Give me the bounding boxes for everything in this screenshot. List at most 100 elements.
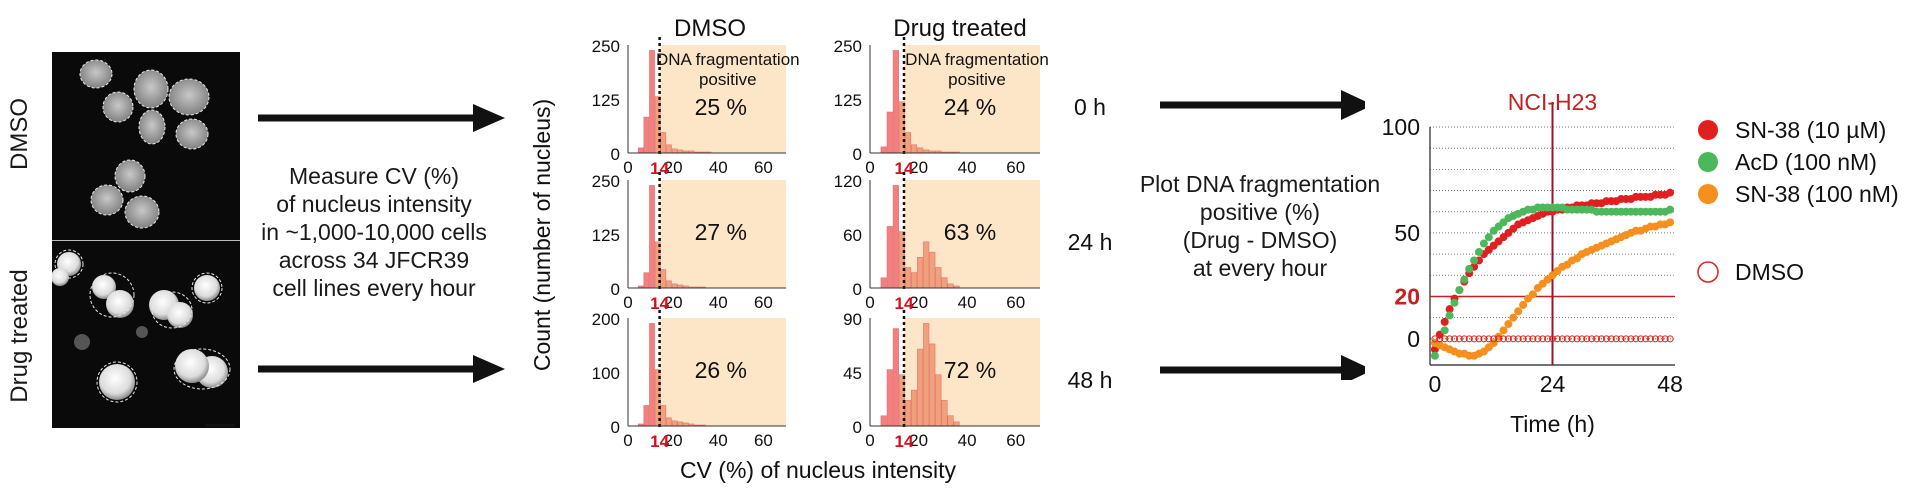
histogram-bar <box>660 132 667 154</box>
legend-marker-2 <box>1698 184 1718 204</box>
histogram-bar <box>941 400 948 427</box>
measure-line-4: across 34 JFCR39 <box>278 247 470 273</box>
data-point <box>1455 286 1464 295</box>
data-point <box>1445 311 1454 320</box>
data-point <box>1598 335 1605 343</box>
positive-region <box>659 45 786 153</box>
data-point <box>1529 335 1537 343</box>
measure-line-2: of nucleus intensity <box>276 191 472 217</box>
measure-line-1: Measure CV (%) <box>289 163 459 189</box>
histogram-bar <box>671 283 678 289</box>
data-point <box>1612 335 1620 343</box>
data-point <box>1666 218 1675 227</box>
x-tick-label: 60 <box>754 293 773 312</box>
y-tick-label: 120 <box>834 172 862 191</box>
y-tick-label: 125 <box>834 91 862 110</box>
data-point <box>1470 335 1478 343</box>
data-point <box>1524 335 1532 343</box>
measure-line-3: in ~1,000-10,000 cells <box>261 219 487 245</box>
data-point <box>1519 335 1527 343</box>
data-point <box>1642 335 1650 343</box>
time-label-0: 0 h <box>1074 94 1106 120</box>
x-tick-label: 20 <box>909 431 928 450</box>
histogram-bar <box>886 369 893 427</box>
x-tick-label: 60 <box>1006 293 1025 312</box>
data-point <box>1563 335 1571 343</box>
y-tick-label: 200 <box>592 310 620 329</box>
histogram-drug-0: 250 125 00 20 40 60 14 24 % DNA fragmentationpos… <box>834 37 1049 178</box>
threshold-label: 14 <box>895 159 914 178</box>
histogram-bar <box>947 415 954 427</box>
data-point <box>1440 326 1449 335</box>
microscopy-svg <box>51 52 240 428</box>
percent-label: 27 % <box>695 219 747 245</box>
data-point <box>1632 335 1640 343</box>
chart-title: NCI-H23 <box>1508 89 1597 115</box>
dmso-image-label: DMSO <box>6 98 33 170</box>
plot-line-4: at every hour <box>1192 255 1328 281</box>
x-tick-label: 20 <box>909 158 928 177</box>
histogram-bar <box>935 374 942 427</box>
data-point <box>1656 335 1664 343</box>
data-point <box>1430 351 1439 360</box>
data-point <box>1573 335 1581 343</box>
data-point <box>1504 335 1512 343</box>
y-tick-label: 0 <box>611 145 620 164</box>
histogram-bar <box>941 277 948 289</box>
right-arrows <box>1160 90 1365 380</box>
legend-marker-0 <box>1698 120 1718 140</box>
data-point <box>1647 335 1654 343</box>
percent-label: 72 % <box>944 357 996 383</box>
col-title-dmso: DMSO <box>674 15 746 42</box>
histogram-bar <box>666 280 672 289</box>
chart-y-tick: 50 <box>1394 220 1420 246</box>
data-point <box>1450 298 1459 307</box>
data-point <box>1534 335 1542 343</box>
y-tick-label: 100 <box>592 364 620 383</box>
data-point <box>1500 335 1507 343</box>
plot-line-3: (Drug - DMSO) <box>1182 227 1338 253</box>
data-point <box>1651 335 1659 343</box>
histogram-bar <box>911 272 918 289</box>
data-point <box>1475 335 1483 343</box>
x-tick-label: 20 <box>664 293 683 312</box>
arrow-right-top-head <box>1341 90 1365 120</box>
plot-line-1: Plot DNA fragmentation <box>1139 171 1381 197</box>
time-label-2: 48 h <box>1068 367 1113 393</box>
data-point <box>1539 335 1547 343</box>
threshold-label: 14 <box>895 432 914 451</box>
data-point <box>1485 335 1493 343</box>
x-tick-label: 60 <box>754 431 773 450</box>
threshold-label: 14 <box>650 432 669 451</box>
histogram-bar <box>904 267 912 289</box>
data-point <box>1622 335 1630 343</box>
data-point <box>1666 335 1674 343</box>
x-tick-label: 0 <box>623 158 632 177</box>
drug-image-label: Drug treated <box>6 269 33 403</box>
legend-marker-1 <box>1698 152 1718 172</box>
histogram-x-title: CV (%) of nucleus intensity <box>680 457 957 483</box>
histogram-bar <box>671 420 678 427</box>
positive-region <box>659 318 786 426</box>
histogram-bar <box>917 256 924 289</box>
percent-label: 25 % <box>695 94 747 120</box>
drug-nuclei <box>51 252 228 400</box>
x-tick-label: 60 <box>754 158 773 177</box>
series-2 <box>1430 218 1675 360</box>
y-tick-label: 90 <box>843 310 862 329</box>
data-point <box>1445 305 1454 314</box>
y-tick-label: 60 <box>843 226 862 245</box>
x-tick-label: 20 <box>909 293 928 312</box>
data-point <box>1495 335 1503 343</box>
y-tick-label: 250 <box>592 172 620 191</box>
arrow-right-bottom-head <box>1341 355 1365 380</box>
histogram-y-title: Count (number of nucleus) <box>529 99 555 371</box>
dmso-nuclei <box>79 59 210 229</box>
positive-label-2: positive <box>948 70 1006 89</box>
data-point <box>1475 247 1483 256</box>
legend-label-2: SN-38 (100 nM) <box>1735 181 1899 207</box>
histogram-bar <box>886 226 893 289</box>
histogram-bar <box>649 50 655 154</box>
data-point <box>1470 256 1479 265</box>
histogram-bar <box>904 400 912 427</box>
